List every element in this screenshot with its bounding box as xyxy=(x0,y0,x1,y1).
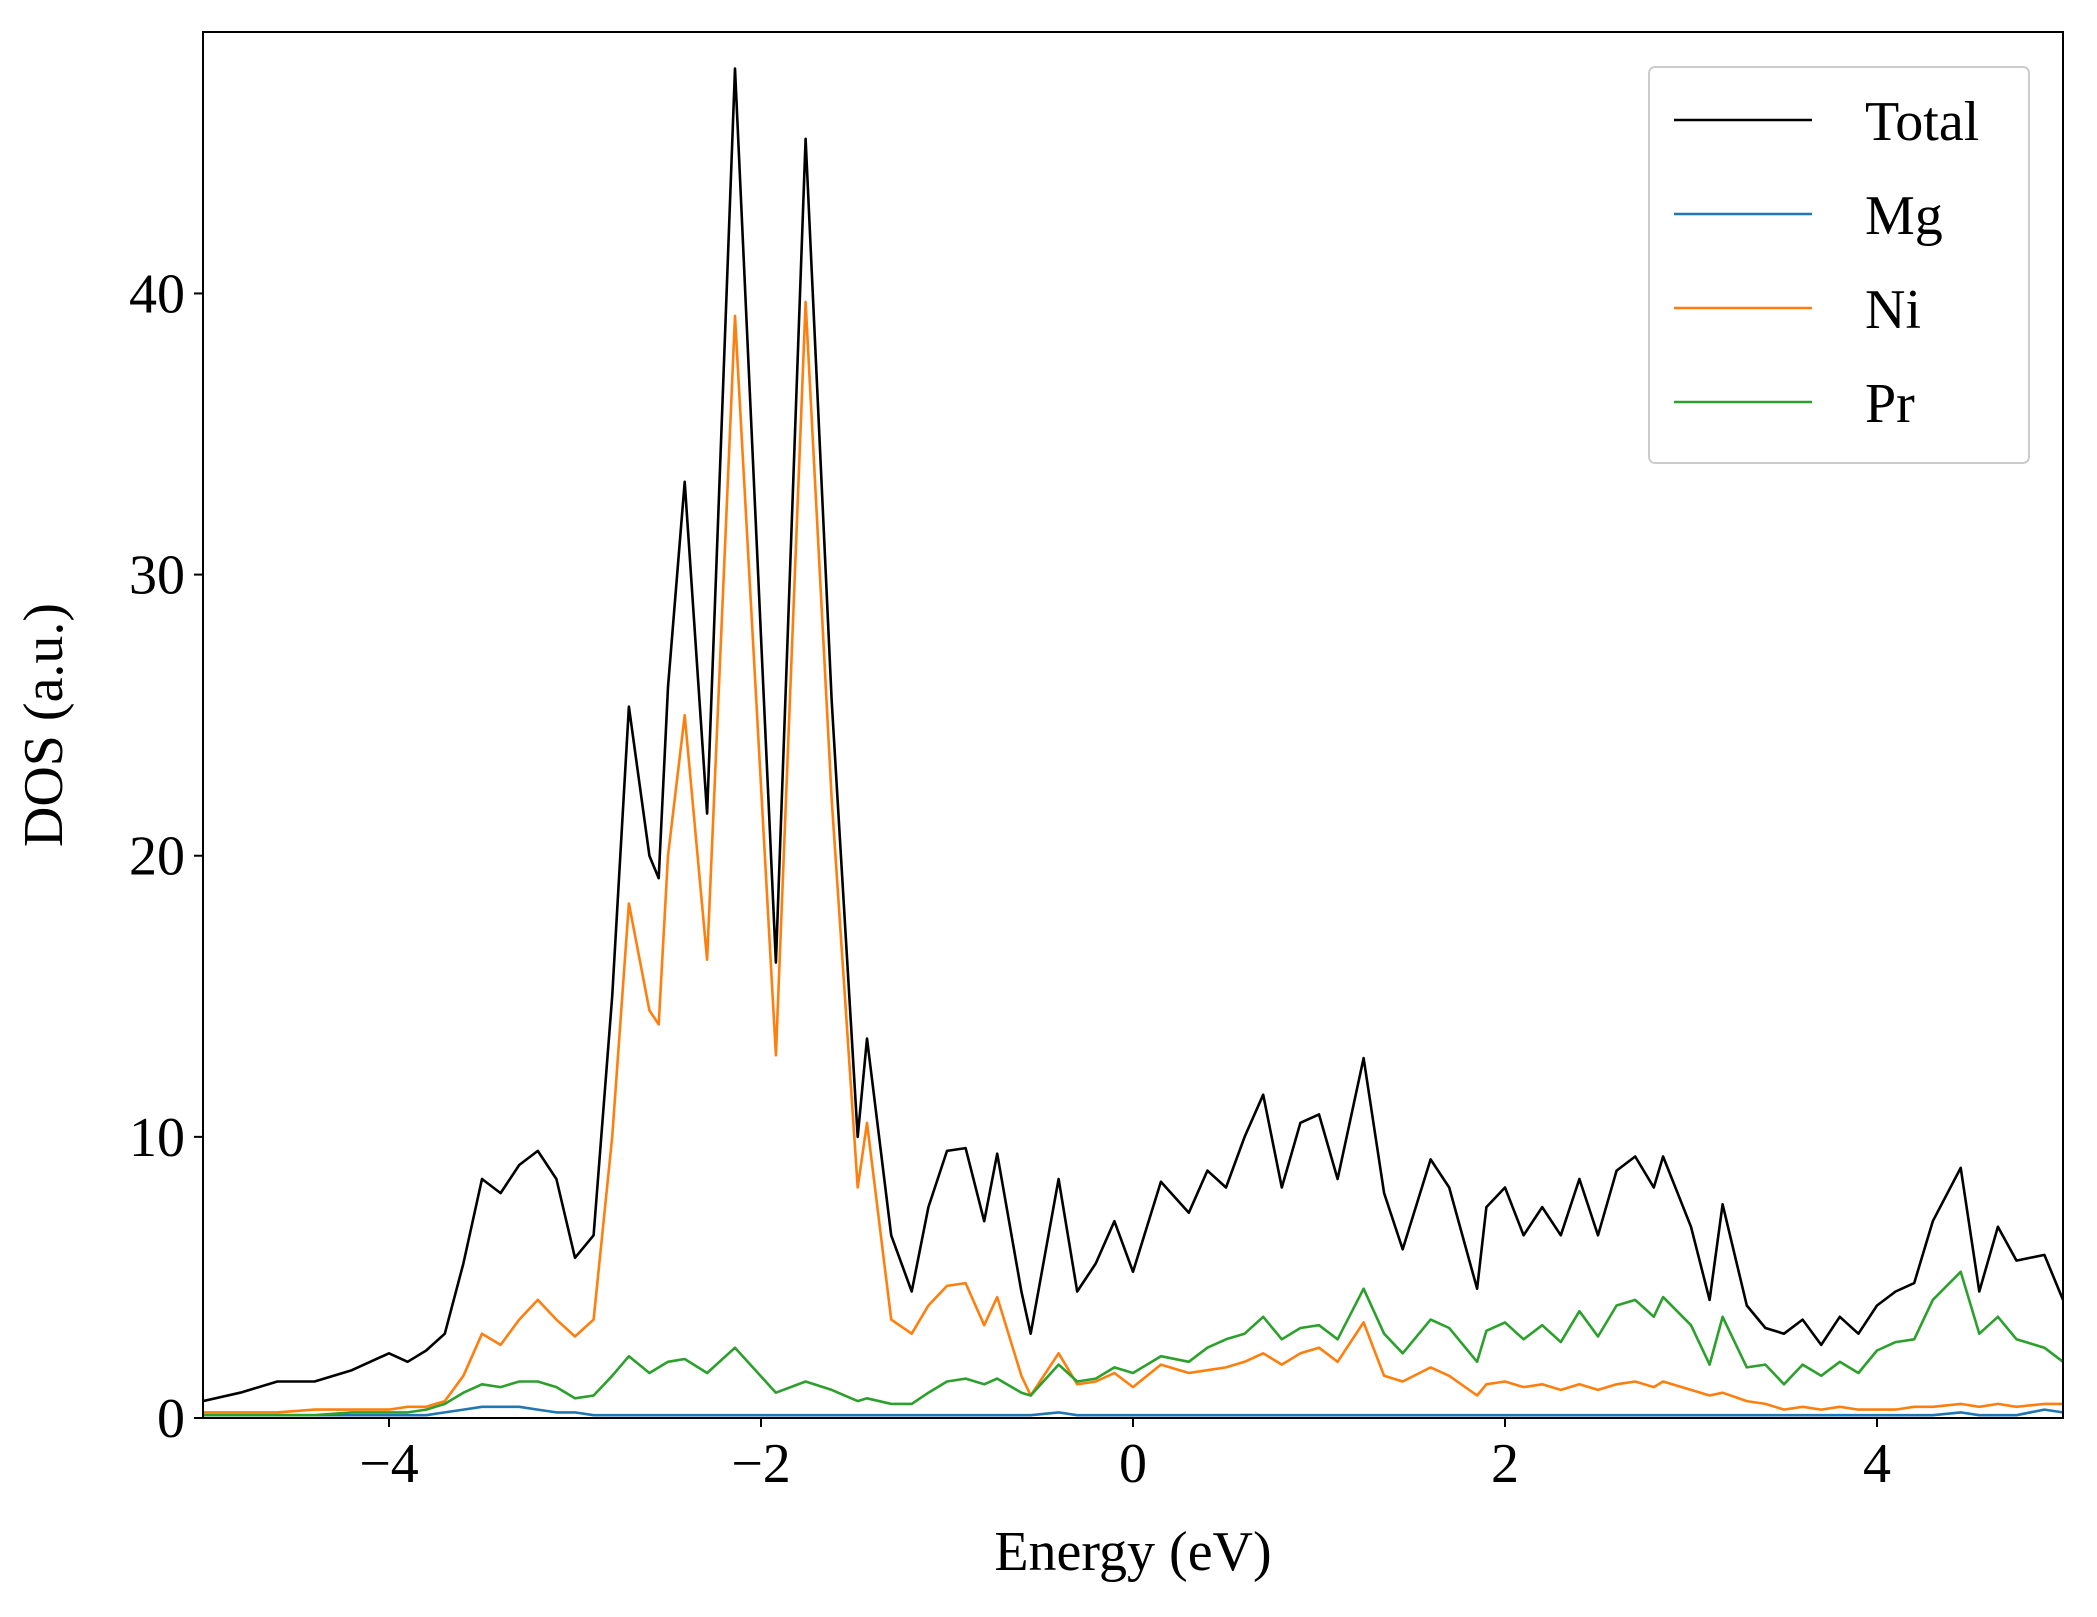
x-tick-label: 2 xyxy=(1491,1433,1519,1495)
legend-label: Pr xyxy=(1865,373,1915,435)
x-axis-label: Energy (eV) xyxy=(994,1521,1271,1583)
y-tick-label: 10 xyxy=(129,1107,185,1169)
series-line xyxy=(203,1270,2063,1417)
legend-label: Mg xyxy=(1865,185,1943,247)
y-tick-label: 40 xyxy=(129,263,185,325)
legend-box xyxy=(1648,66,2030,464)
x-tick-label: 0 xyxy=(1119,1433,1147,1495)
series-line xyxy=(203,1405,2063,1417)
x-tick-label: 4 xyxy=(1863,1433,1891,1495)
x-tick-label: −2 xyxy=(731,1433,791,1495)
x-tick-label: −4 xyxy=(359,1433,419,1495)
y-tick-label: 30 xyxy=(129,545,185,607)
y-tick-label: 0 xyxy=(157,1388,185,1450)
legend-label: Ni xyxy=(1865,279,1921,341)
legend-label: Total xyxy=(1865,91,1979,153)
y-axis-label: DOS (a.u.) xyxy=(13,603,75,847)
series-line xyxy=(203,67,2063,1403)
plot-frame xyxy=(202,31,2064,1419)
y-tick-label: 20 xyxy=(129,826,185,888)
series-line xyxy=(203,300,2063,1414)
